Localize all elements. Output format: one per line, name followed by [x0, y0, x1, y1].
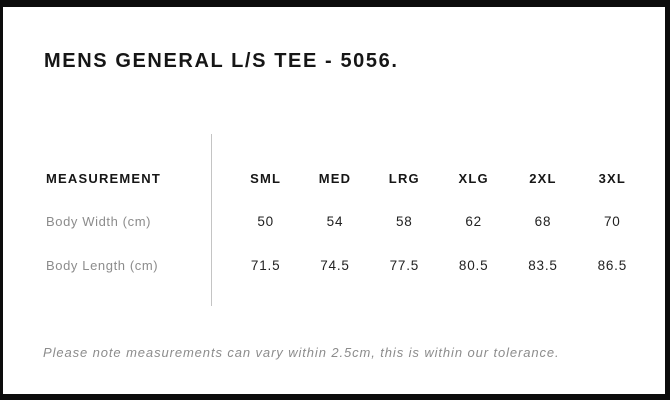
column-header-measurement: MEASUREMENT: [46, 171, 162, 186]
body-width-med: 54: [326, 214, 344, 229]
column-header-2xl: 2XL: [529, 171, 557, 186]
column-header-med: MED: [318, 171, 352, 186]
body-length-2xl: 83.5: [528, 258, 558, 273]
body-width-3xl: 70: [603, 214, 621, 229]
body-width-xlg: 62: [465, 214, 482, 229]
page-title: MENS GENERAL L/S TEE - 5056.: [44, 50, 399, 72]
body-width-sml: 50: [257, 214, 274, 229]
body-width-lrg: 58: [396, 214, 413, 229]
body-width-2xl: 68: [534, 214, 552, 229]
column-header-3xl: 3XL: [598, 171, 627, 186]
column-header-sml: SML: [250, 171, 282, 186]
body-length-xlg: 80.5: [458, 258, 489, 273]
body-length-3xl: 86.5: [597, 258, 628, 273]
row-label: Body Width (cm): [46, 214, 152, 229]
table-row-body-length: Body Length (cm) 71.5 74.5 77.5 80.5 83.…: [46, 257, 647, 274]
table-column-divider: [211, 134, 212, 306]
row-label: Body Length (cm): [46, 258, 159, 273]
table-row-body-width: Body Width (cm) 50 54 58 62 68 70: [46, 213, 647, 230]
body-length-sml: 71.5: [250, 258, 281, 273]
tolerance-note: Please note measurements can vary within…: [43, 345, 560, 360]
body-length-med: 74.5: [320, 258, 350, 273]
column-header-xlg: XLG: [458, 171, 489, 186]
table-header-row: MEASUREMENT SML MED LRG XLG 2XL 3XL: [46, 170, 647, 187]
body-length-lrg: 77.5: [389, 258, 420, 273]
column-header-lrg: LRG: [388, 171, 420, 186]
